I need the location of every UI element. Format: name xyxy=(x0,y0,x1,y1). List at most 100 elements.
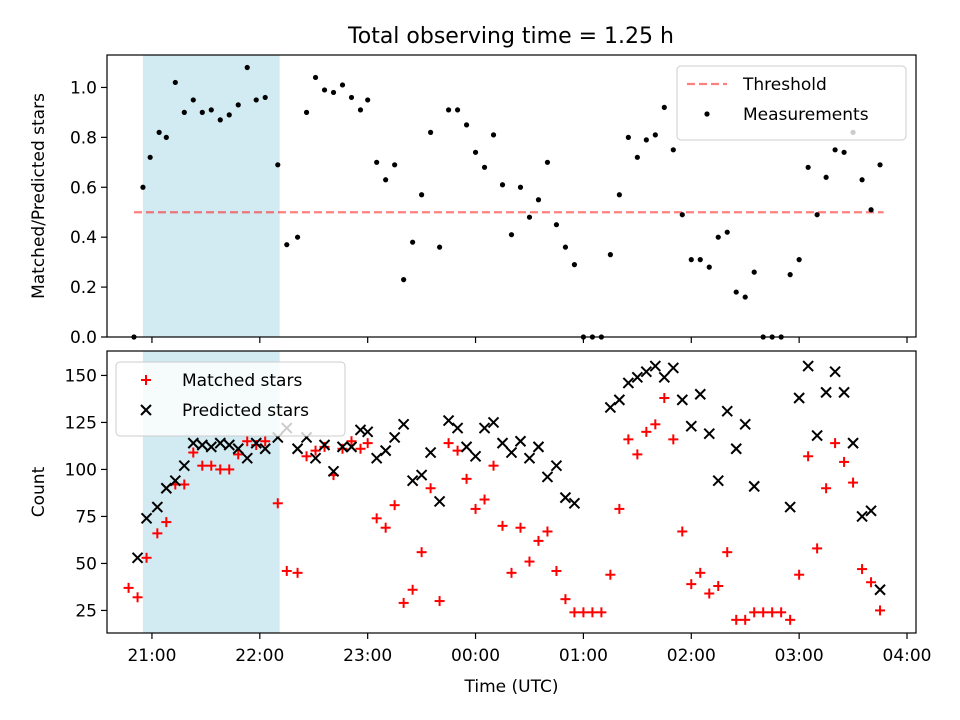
predicted-point-b xyxy=(811,429,823,442)
measurement-point xyxy=(625,134,631,140)
predicted-point-b xyxy=(865,505,877,517)
matched-point xyxy=(346,436,357,447)
predicted-point-b xyxy=(631,371,644,384)
predicted-point xyxy=(259,443,271,455)
measurement-point xyxy=(562,244,569,250)
matched-point xyxy=(506,567,517,578)
measurement-point xyxy=(401,277,407,283)
predicted-point-b xyxy=(739,418,751,431)
measurement-point xyxy=(616,192,622,198)
predicted-point xyxy=(379,444,392,457)
predicted-point xyxy=(811,429,823,442)
matched-point xyxy=(569,607,580,618)
predicted-point-b xyxy=(829,365,841,378)
predicted-point xyxy=(160,482,173,494)
matched-point xyxy=(123,582,134,593)
matched-point xyxy=(416,547,427,558)
y-tick-label: 0.8 xyxy=(70,128,97,148)
predicted-point xyxy=(496,437,509,449)
matched-point xyxy=(260,436,271,447)
x-tick-label: 02:00 xyxy=(667,646,716,666)
matched-point xyxy=(310,445,321,456)
measurement-point xyxy=(217,117,223,123)
measurement-point xyxy=(805,164,811,170)
predicted-point-b xyxy=(820,386,832,399)
measurement-point xyxy=(294,234,301,240)
legend-label: Matched stars xyxy=(182,371,302,391)
matched-point xyxy=(695,567,706,578)
matched-point xyxy=(132,592,143,603)
predicted-point-b xyxy=(802,360,814,372)
predicted-point xyxy=(151,501,164,513)
measurement-point xyxy=(499,182,506,188)
predicted-point xyxy=(793,392,805,404)
measurement-point xyxy=(445,107,452,113)
matched-point xyxy=(686,579,697,590)
matched-point xyxy=(704,588,715,599)
matched-point xyxy=(251,440,262,450)
y-tick-label: 150 xyxy=(65,366,97,386)
predicted-point-b xyxy=(649,360,662,372)
predicted-point xyxy=(469,450,482,462)
predicted-point xyxy=(820,386,832,399)
predicted-point-b xyxy=(676,394,688,406)
predicted-point-b xyxy=(694,388,706,400)
predicted-point-b xyxy=(336,441,349,453)
predicted-point-b xyxy=(241,452,253,464)
x-tick-label: 00:00 xyxy=(451,646,500,666)
matched-point xyxy=(821,483,832,494)
predicted-point-b xyxy=(730,443,742,455)
y-tick-label: 0.0 xyxy=(70,328,97,348)
legend-frame xyxy=(676,65,907,141)
predicted-point xyxy=(354,424,367,436)
measurement-point xyxy=(454,107,461,113)
matched-point xyxy=(319,441,330,452)
matched-point xyxy=(425,483,436,494)
axes-frame xyxy=(106,54,917,338)
matched-point xyxy=(623,434,634,445)
matched-point xyxy=(452,445,463,456)
measurement-point xyxy=(652,132,658,138)
measurement-point xyxy=(517,184,524,190)
predicted-point xyxy=(424,446,437,459)
predicted-point-b xyxy=(442,414,455,427)
measurement-point xyxy=(724,229,730,235)
matched-point xyxy=(206,460,217,471)
matched-point xyxy=(141,552,152,563)
measurement-point xyxy=(841,149,847,155)
predicted-point xyxy=(478,422,491,434)
y-axis-label: Count xyxy=(29,466,49,517)
measurement-point xyxy=(357,107,364,113)
matched-point xyxy=(197,460,208,471)
predicted-point xyxy=(309,452,322,464)
measurement-point xyxy=(814,212,820,218)
predicted-point-b xyxy=(721,405,733,417)
predicted-point-b xyxy=(712,475,724,487)
y-tick-label: 100 xyxy=(65,460,97,480)
matched-point xyxy=(152,528,163,539)
matched-point xyxy=(776,607,787,618)
matched-point xyxy=(281,565,292,576)
matched-point xyxy=(515,522,526,533)
matched-point xyxy=(560,594,571,605)
predicted-point-b xyxy=(250,437,262,449)
predicted-point xyxy=(640,365,653,378)
predicted-point xyxy=(291,443,304,455)
predicted-point xyxy=(865,505,877,517)
predicted-point-b xyxy=(622,377,635,389)
predicted-point xyxy=(874,584,886,596)
matched-point xyxy=(830,438,841,449)
measurement-point xyxy=(472,149,479,155)
matched-point xyxy=(740,614,751,625)
predicted-point xyxy=(505,446,518,459)
predicted-point-b xyxy=(640,365,653,378)
predicted-point-b xyxy=(784,501,796,513)
matched-point xyxy=(533,535,544,546)
predicted-point xyxy=(415,469,428,481)
predicted-point-b xyxy=(451,422,464,434)
predicted-point-b xyxy=(478,422,491,434)
matched-point xyxy=(497,520,508,531)
predicted-point-b xyxy=(460,441,473,453)
predicted-point xyxy=(460,441,473,453)
predicted-point xyxy=(856,510,868,523)
